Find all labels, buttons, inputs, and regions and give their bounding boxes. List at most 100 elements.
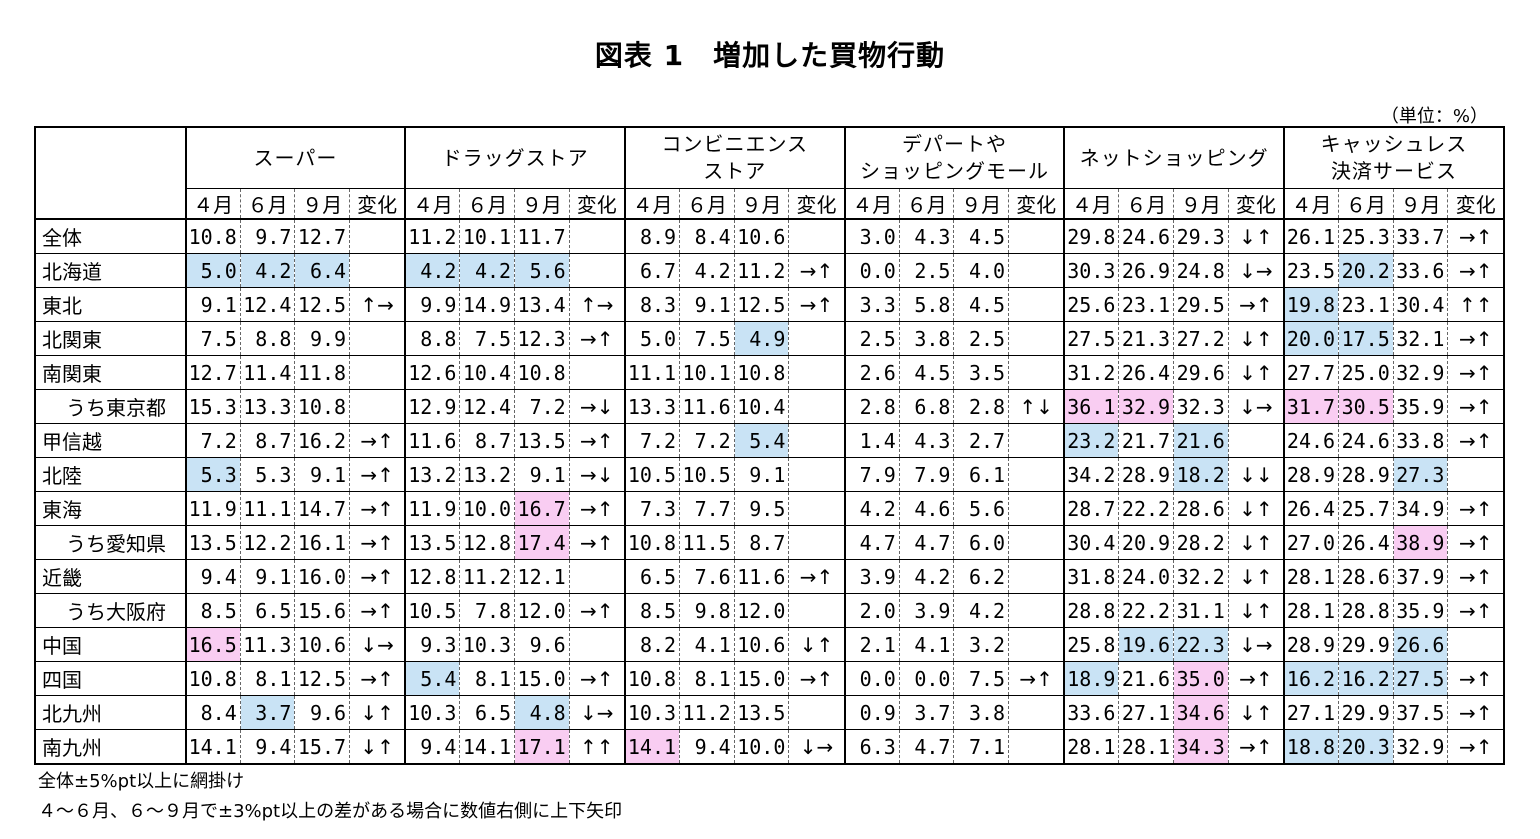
value-cell: 27.1 bbox=[1282, 695, 1339, 730]
value-cell: 6.3 bbox=[843, 729, 900, 765]
value-cell: 16.2 bbox=[1338, 661, 1394, 696]
value-cell: 28.2 bbox=[1173, 525, 1229, 560]
change-arrows bbox=[1008, 457, 1065, 492]
value-cell: 3.9 bbox=[843, 559, 900, 594]
value-cell: 38.9 bbox=[1392, 525, 1448, 560]
value-cell: 14.7 bbox=[294, 491, 350, 526]
value-cell: 10.5 bbox=[679, 457, 735, 492]
value-cell: 8.4 bbox=[184, 695, 241, 730]
value-cell: 21.3 bbox=[1118, 321, 1174, 356]
value-cell: 30.4 bbox=[1392, 287, 1448, 322]
category-header-line: キャッシュレス bbox=[1320, 132, 1468, 156]
value-cell: 34.3 bbox=[1173, 729, 1229, 765]
value-cell: 8.8 bbox=[404, 321, 460, 356]
change-arrows: ↓→ bbox=[1227, 389, 1284, 424]
value-cell: 18.9 bbox=[1063, 661, 1119, 696]
category-header: スーパー bbox=[184, 126, 407, 189]
category-header: ネットショッピング bbox=[1063, 126, 1285, 189]
value-cell: 10.0 bbox=[459, 491, 515, 526]
change-arrows bbox=[568, 559, 625, 594]
value-cell: 4.3 bbox=[898, 219, 954, 254]
value-cell: 26.9 bbox=[1118, 253, 1174, 288]
month-header: ６月 bbox=[898, 188, 954, 220]
value-cell: 9.1 bbox=[733, 457, 789, 492]
region-label: 全体 bbox=[34, 219, 187, 254]
table-row: 中国 16.5 11.3 10.6 ↓→ 9.3 10.3 9.6 8.2 4.1 10.6 ↓↑ 2.… bbox=[34, 627, 1506, 662]
value-cell: 13.3 bbox=[239, 389, 295, 424]
value-cell: 31.1 bbox=[1173, 593, 1229, 628]
value-cell: 12.0 bbox=[733, 593, 789, 628]
value-cell: 16.7 bbox=[514, 491, 570, 526]
month-header: ６月 bbox=[1338, 188, 1394, 220]
value-cell: 34.6 bbox=[1173, 695, 1229, 730]
value-cell: 29.9 bbox=[1338, 627, 1394, 662]
change-arrows: →↑ bbox=[1227, 287, 1284, 322]
region-label: 中国 bbox=[34, 627, 187, 662]
value-cell: 15.6 bbox=[294, 593, 350, 628]
value-cell: 2.7 bbox=[953, 423, 1009, 458]
value-cell: 3.2 bbox=[953, 627, 1009, 662]
value-cell: 32.9 bbox=[1118, 389, 1174, 424]
change-header: 変化 bbox=[568, 188, 625, 220]
change-arrows bbox=[788, 355, 845, 390]
value-cell: 6.4 bbox=[294, 253, 350, 288]
value-cell: 27.2 bbox=[1173, 321, 1229, 356]
value-cell: 13.5 bbox=[514, 423, 570, 458]
change-arrows: →↑ bbox=[1447, 355, 1506, 390]
value-cell: 2.5 bbox=[898, 253, 954, 288]
value-cell: 4.5 bbox=[953, 219, 1009, 254]
month-header: ４月 bbox=[843, 188, 900, 220]
value-cell: 29.9 bbox=[1338, 695, 1394, 730]
value-cell: 11.7 bbox=[514, 219, 570, 254]
change-arrows: →↑ bbox=[1227, 661, 1284, 696]
value-cell: 4.8 bbox=[514, 695, 570, 730]
region-label: 甲信越 bbox=[34, 423, 187, 458]
value-cell: 32.2 bbox=[1173, 559, 1229, 594]
change-arrows: ↑→ bbox=[568, 287, 625, 322]
category-header-line: 決済サービス bbox=[1330, 159, 1457, 183]
value-cell: 30.3 bbox=[1063, 253, 1119, 288]
change-arrows: →↑ bbox=[1447, 695, 1506, 730]
month-header: ４月 bbox=[1282, 188, 1339, 220]
change-arrows bbox=[788, 219, 845, 254]
region-label: 四国 bbox=[34, 661, 187, 696]
value-cell: 26.4 bbox=[1338, 525, 1394, 560]
value-cell: 10.8 bbox=[294, 389, 350, 424]
change-arrows: ↓→ bbox=[349, 627, 406, 662]
region-label: 東北 bbox=[34, 287, 187, 322]
change-arrows bbox=[788, 695, 845, 730]
change-arrows: ↓→ bbox=[788, 729, 845, 765]
value-cell: 8.1 bbox=[239, 661, 295, 696]
value-cell: 11.2 bbox=[733, 253, 789, 288]
corner-cell bbox=[34, 126, 187, 220]
value-cell: 5.8 bbox=[898, 287, 954, 322]
value-cell: 19.6 bbox=[1118, 627, 1174, 662]
value-cell: 8.7 bbox=[239, 423, 295, 458]
value-cell: 27.5 bbox=[1392, 661, 1448, 696]
value-cell: 22.2 bbox=[1118, 593, 1174, 628]
change-header: 変化 bbox=[1008, 188, 1065, 220]
value-cell: 24.6 bbox=[1282, 423, 1339, 458]
change-arrows bbox=[1008, 253, 1065, 288]
change-arrows: →↑ bbox=[1447, 253, 1506, 288]
value-cell: 14.1 bbox=[623, 729, 680, 765]
value-cell: 10.3 bbox=[404, 695, 460, 730]
value-cell: 7.9 bbox=[843, 457, 900, 492]
value-cell: 11.9 bbox=[404, 491, 460, 526]
change-arrows: ↑↑ bbox=[568, 729, 625, 765]
value-cell: 13.4 bbox=[514, 287, 570, 322]
value-cell: 7.5 bbox=[953, 661, 1009, 696]
value-cell: 14.9 bbox=[459, 287, 515, 322]
category-header: キャッシュレス 決済サービス bbox=[1282, 126, 1506, 189]
change-arrows: ↓↑ bbox=[1227, 355, 1284, 390]
value-cell: 12.4 bbox=[239, 287, 295, 322]
month-header: ６月 bbox=[1118, 188, 1174, 220]
change-arrows bbox=[1008, 219, 1065, 254]
value-cell: 33.6 bbox=[1392, 253, 1448, 288]
value-cell: 10.0 bbox=[733, 729, 789, 765]
value-cell: 9.4 bbox=[404, 729, 460, 765]
value-cell: 27.5 bbox=[1063, 321, 1119, 356]
value-cell: 28.9 bbox=[1282, 457, 1339, 492]
value-cell: 10.8 bbox=[184, 661, 241, 696]
value-cell: 24.8 bbox=[1173, 253, 1229, 288]
